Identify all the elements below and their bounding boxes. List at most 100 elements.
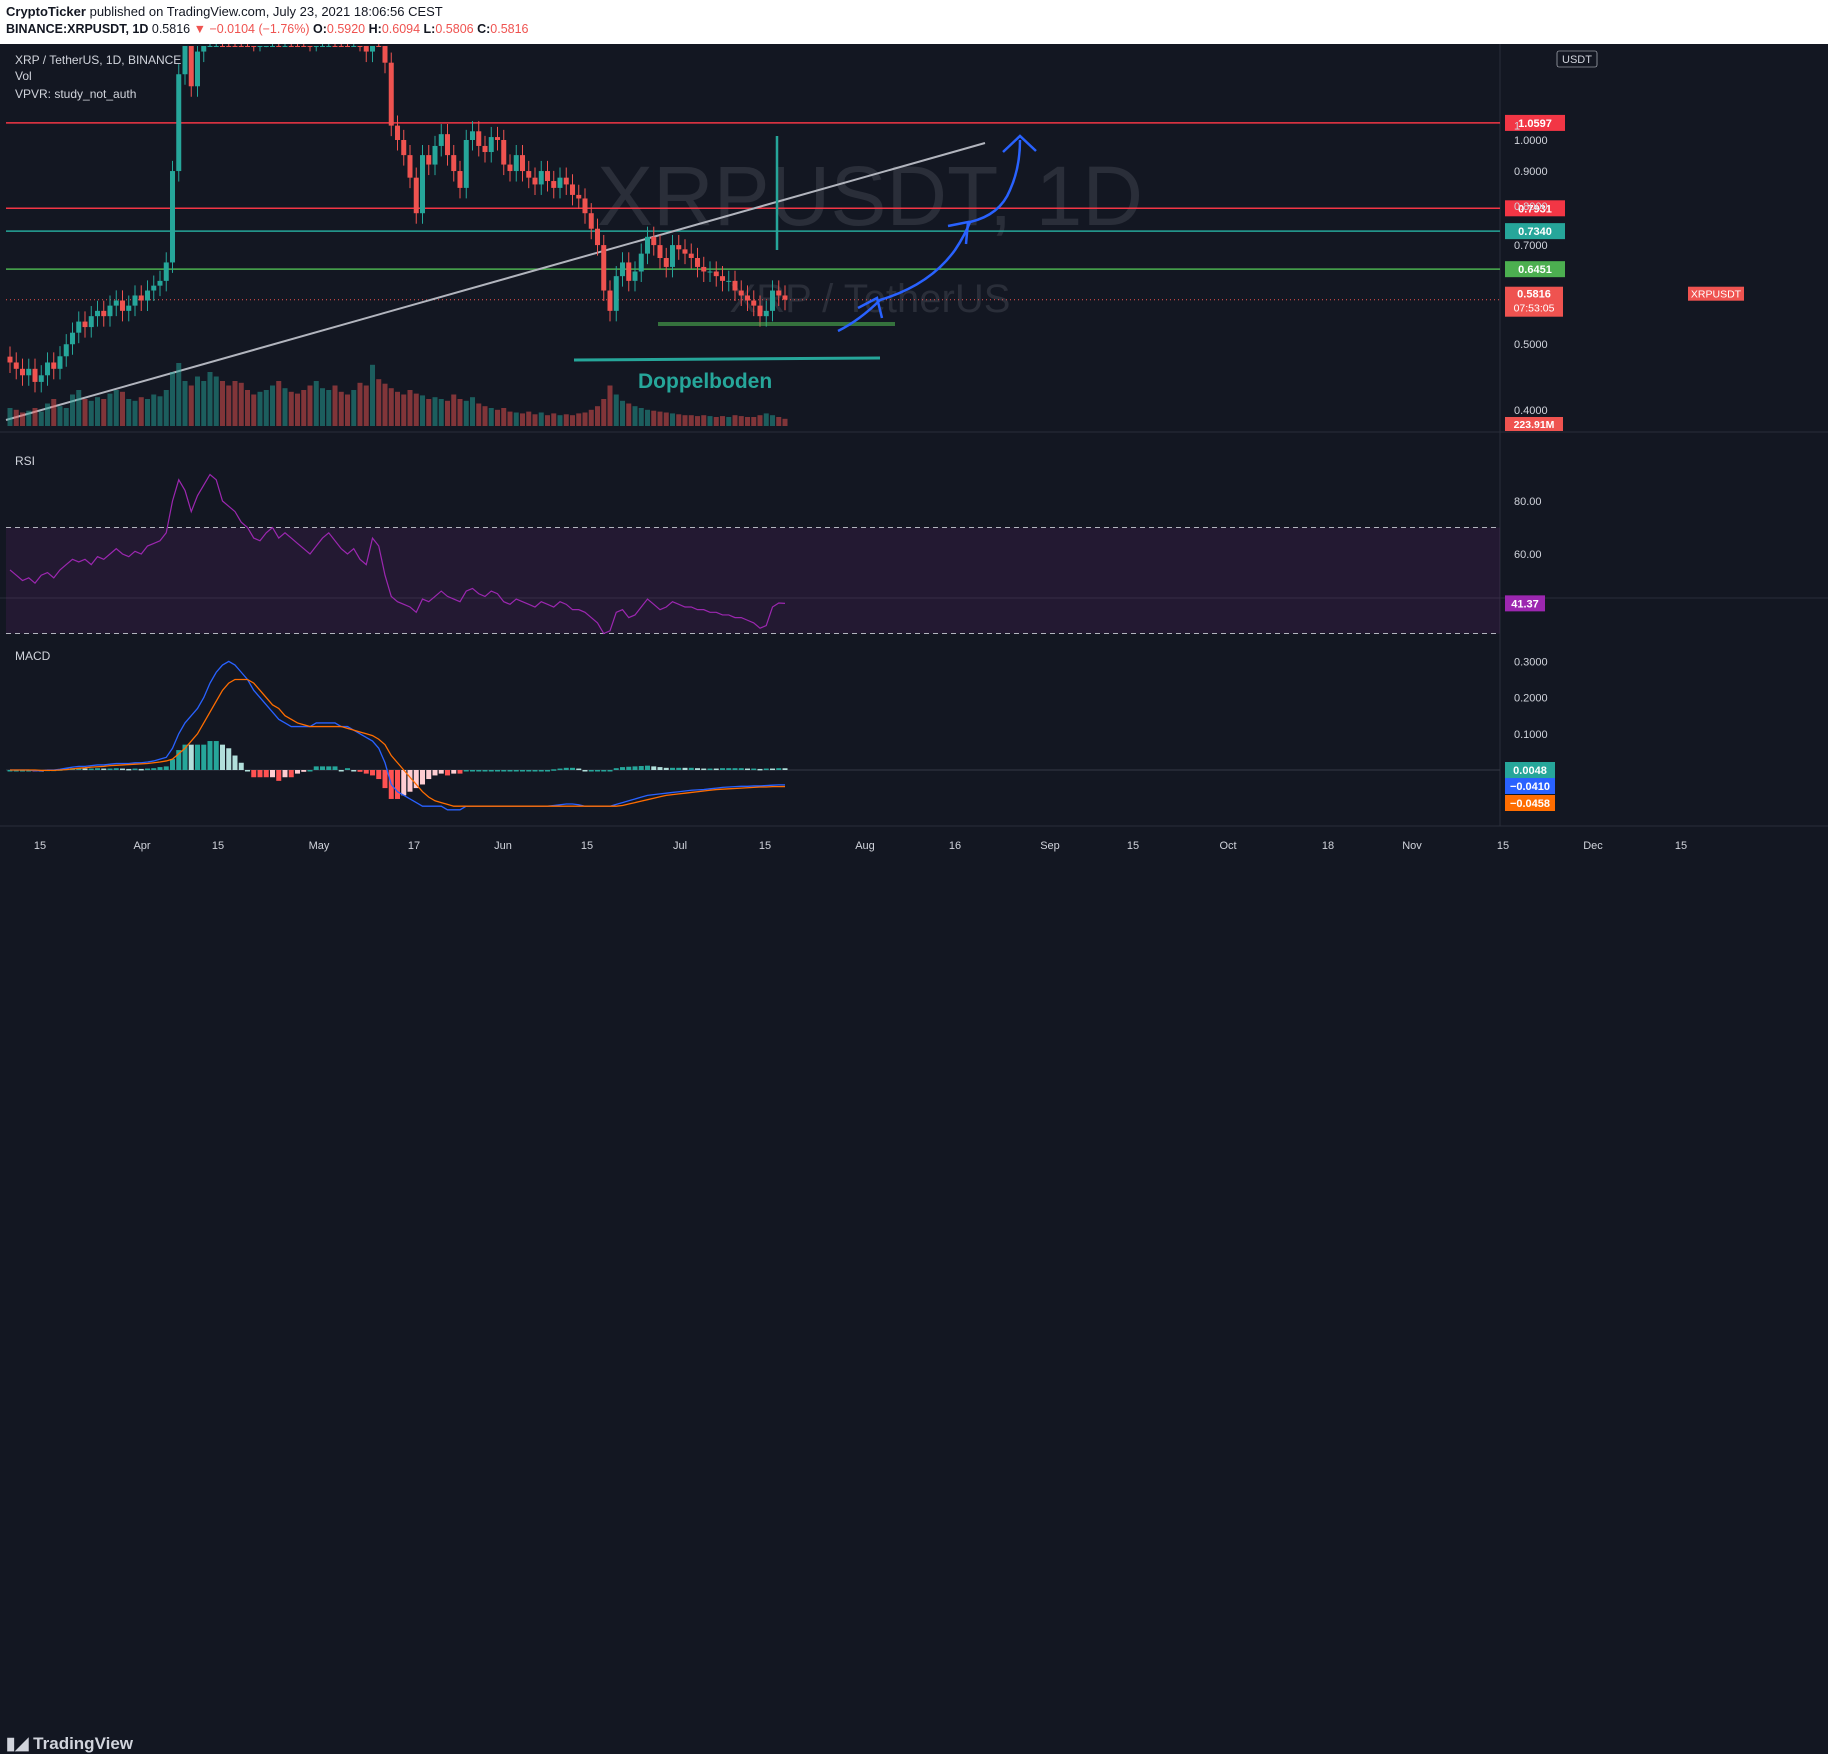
- down-triangle-icon: ▼: [193, 22, 206, 36]
- volume-bar: [307, 385, 313, 426]
- macd-histogram-bar: [451, 770, 457, 774]
- macd-histogram-bar: [651, 766, 657, 770]
- macd-value-tag: [1505, 795, 1555, 811]
- macd-histogram-bar: [345, 768, 350, 770]
- macd-histogram-bar: [276, 770, 282, 781]
- macd-histogram-bar: [676, 767, 682, 770]
- macd-histogram-bar: [420, 770, 425, 785]
- macd-histogram-bar: [495, 770, 500, 772]
- candle-body: [101, 310, 107, 317]
- volume-bar: [676, 414, 682, 426]
- price-candles[interactable]: [7, 44, 788, 393]
- candle-body: [657, 245, 663, 259]
- volume-bar: [582, 412, 588, 426]
- trend-line-segment[interactable]: [5, 142, 986, 421]
- level-price-tag: [1505, 200, 1565, 217]
- vpvr-legend[interactable]: VPVR: study_not_auth: [15, 87, 136, 101]
- rsi-pane: 80.00 60.00 41.37: [6, 473, 1545, 635]
- vol-legend[interactable]: Vol: [15, 69, 32, 83]
- candle-body: [488, 137, 494, 153]
- candle-body: [707, 271, 713, 273]
- pair-legend[interactable]: XRP / TetherUS, 1D, BINANCE: [15, 53, 181, 67]
- candle-body: [320, 46, 325, 47]
- macd-histogram-bar: [520, 770, 525, 772]
- macd-histogram-bar: [301, 770, 307, 772]
- candle-body: [476, 131, 482, 146]
- candle-body: [363, 46, 369, 52]
- volume-bar: [132, 400, 138, 426]
- candle-body: [520, 155, 525, 172]
- macd-histogram-bar: [601, 770, 607, 772]
- chart-canvas[interactable]: XRPUSDT, 1D XRP / TetherUS 1.05970.79310…: [0, 44, 1828, 864]
- rsi-legend[interactable]: RSI: [15, 454, 35, 468]
- volume-bar: [57, 406, 63, 426]
- macd-histogram-bar: [563, 767, 569, 770]
- candle-body: [588, 213, 594, 229]
- volume-bar: [245, 390, 250, 426]
- macd-legend[interactable]: MACD: [15, 649, 51, 663]
- trend-line[interactable]: [5, 142, 986, 421]
- volume-bar: [51, 399, 57, 426]
- tradingview-logo[interactable]: ▮◢ TradingView: [6, 1734, 133, 1754]
- double-bottom-line[interactable]: [573, 356, 881, 362]
- user-drawings[interactable]: Doppelboden: [573, 134, 1037, 393]
- volume-bar: [501, 408, 507, 426]
- candle-body: [745, 295, 750, 301]
- candle-body: [445, 134, 450, 156]
- symbol-tag-label: XRPUSDT: [1691, 289, 1742, 301]
- macd-histogram-bar: [313, 766, 319, 770]
- time-tick-label: 18: [1322, 840, 1334, 852]
- macd-histogram-bar: [663, 767, 669, 770]
- time-tick-label: 17: [408, 840, 420, 852]
- volume-label: 223.91M: [1514, 419, 1555, 431]
- macd-histogram-bar: [670, 767, 675, 770]
- open-value: 0.5920: [326, 22, 366, 36]
- volume-bar: [301, 390, 307, 426]
- macd-histogram-bar: [282, 770, 288, 778]
- macd-histogram-bar: [476, 770, 482, 772]
- macd-histogram-bar: [657, 767, 663, 770]
- macd-histogram-bar: [588, 770, 594, 772]
- volume-bar: [488, 408, 494, 426]
- time-axis[interactable]: 15 Apr 15 May 17 Jun 15 Jul 15 Aug 16 Sep 15 Oct 18 Nov…: [34, 840, 1687, 852]
- candle-body: [176, 74, 182, 172]
- macd-histogram-bar: [782, 768, 788, 770]
- macd-histogram-bar: [770, 768, 775, 771]
- volume-bar: [657, 411, 663, 426]
- candle-body: [620, 262, 625, 277]
- macd-histogram-bar: [720, 768, 725, 770]
- macd-histogram-bar: [545, 770, 550, 772]
- rsi-tick-label: 80.00: [1514, 496, 1542, 508]
- macd-histogram-bar: [26, 770, 32, 772]
- candle-body: [295, 46, 300, 47]
- macd-histogram-bar: [320, 766, 325, 770]
- macd-histogram-bar: [201, 744, 207, 770]
- macd-histogram-bar: [613, 768, 619, 770]
- volume-bar: [26, 410, 32, 426]
- macd-histogram-bar: [270, 770, 275, 778]
- volume-bar: [776, 417, 782, 426]
- candle-body: [751, 300, 757, 306]
- time-tick-label: 15: [759, 840, 771, 852]
- candle-body: [226, 46, 232, 47]
- volume-bar: [263, 390, 269, 426]
- candle-body: [538, 171, 544, 185]
- volume-bar: [438, 399, 444, 426]
- candle-body: [63, 344, 69, 357]
- time-tick-label: Jun: [494, 840, 512, 852]
- candle-body: [288, 46, 294, 47]
- candle-body: [413, 177, 419, 214]
- volume-bar: [238, 382, 244, 426]
- symbol-tag: [1688, 286, 1744, 301]
- volume-bar: [357, 382, 363, 426]
- volume-bar: [713, 417, 719, 426]
- candle-body: [782, 295, 788, 300]
- tradingview-brand: TradingView: [33, 1734, 133, 1753]
- macd-histogram-bar: [120, 768, 125, 771]
- macd-tick-label: 0.2000: [1514, 693, 1548, 705]
- author-name[interactable]: CryptoTicker: [6, 4, 86, 19]
- volume-bar: [757, 415, 763, 426]
- macd-histogram-bar: [113, 768, 119, 770]
- volume-bar: [320, 388, 325, 426]
- price-axis[interactable]: 11.00000.90000.80000.70000.60000.50000.4…: [1505, 50, 1744, 431]
